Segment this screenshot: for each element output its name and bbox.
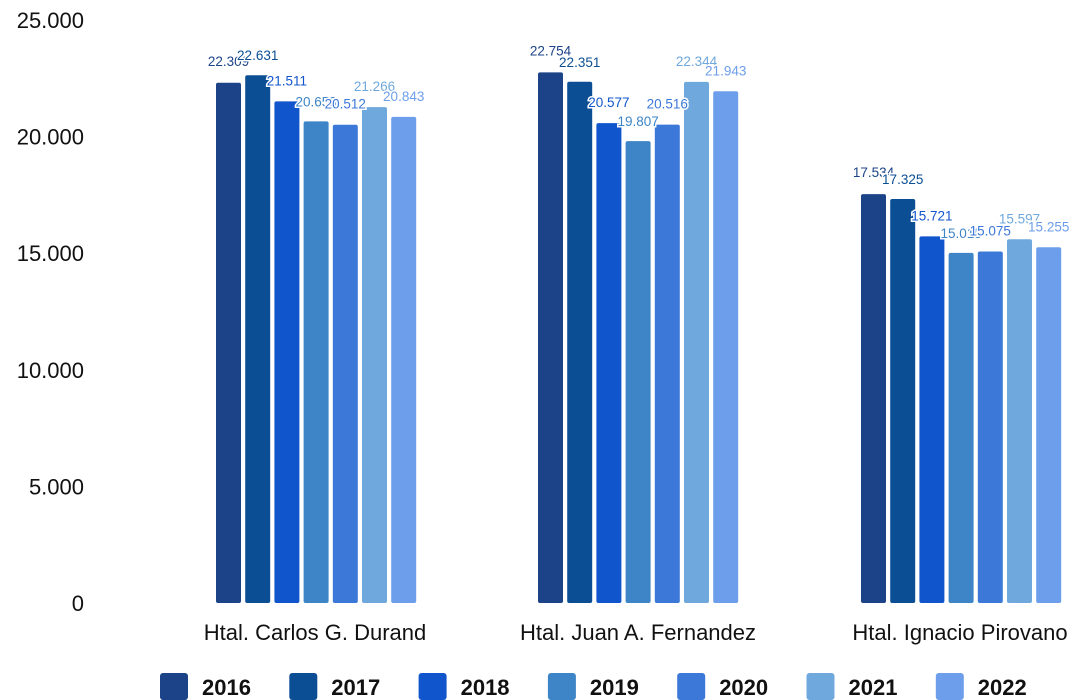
bar-2016-2: [538, 72, 563, 603]
bar-2022-2: [713, 91, 739, 604]
legend-label: 2017: [331, 675, 380, 700]
y-axis: 0 5.000 10.000 15.000 20.000 25.000: [17, 8, 84, 616]
y-tick-label: 25.000: [17, 8, 84, 33]
legend-item-2020[interactable]: 2020: [677, 673, 768, 700]
data-label: 20.512: [325, 97, 366, 112]
data-label: 17.534: [853, 165, 895, 180]
legend-swatch: [935, 673, 964, 700]
legend-swatch: [547, 673, 576, 700]
legend-item-2019[interactable]: 2019: [547, 673, 639, 700]
bar-2018-2: [596, 123, 622, 603]
y-tick-label: 5.000: [29, 474, 84, 499]
data-label: 22.754: [530, 43, 572, 58]
data-label: 15.255: [1028, 219, 1069, 234]
legend-swatch: [806, 673, 835, 700]
legend-label: 2018: [461, 675, 510, 700]
data-label: 22.351: [559, 55, 600, 70]
data-label: 22.631: [237, 48, 278, 63]
bar-2018-3: [919, 236, 945, 603]
data-label: 15.015: [940, 226, 981, 241]
bar-2020-3: [977, 251, 1003, 603]
legend-label: 2016: [202, 675, 251, 700]
data-label: 22.309: [208, 54, 249, 69]
bar-2019-2: [625, 141, 651, 603]
bar-2017-2: [567, 81, 593, 604]
y-tick-label: 0: [72, 591, 84, 616]
y-tick-label: 10.000: [17, 358, 84, 383]
bar-2020-2: [654, 124, 680, 603]
legend-label: 2020: [719, 675, 768, 700]
data-label: 21.511: [267, 73, 307, 88]
bar-2019-1: [303, 121, 329, 604]
data-label: 20.843: [383, 89, 424, 104]
bar-2022-1: [391, 116, 417, 604]
data-label: 21.943: [705, 63, 746, 78]
bar-2021-3: [1007, 239, 1032, 604]
legend-swatch: [289, 673, 318, 700]
legend-label: 2022: [978, 675, 1027, 700]
legend-item-2016[interactable]: 2016: [160, 673, 251, 700]
bar-2020-1: [332, 124, 358, 603]
category-label: Htal. Carlos G. Durand: [204, 620, 427, 645]
legend-swatch: [418, 673, 447, 700]
bar-2019-3: [948, 252, 974, 603]
legend-label: 2019: [590, 675, 639, 700]
legend-swatch: [160, 673, 188, 700]
y-tick-label: 15.000: [17, 241, 84, 266]
data-label: 20.653: [295, 94, 336, 109]
data-label: 20.577: [588, 95, 629, 110]
data-label: 20.516: [647, 97, 688, 112]
legend-item-2018[interactable]: 2018: [418, 673, 510, 700]
data-label: 15.075: [970, 224, 1011, 239]
legend-item-2021[interactable]: 2021: [806, 673, 898, 700]
data-label: 19.807: [617, 114, 658, 129]
data-label: 15.721: [911, 208, 952, 223]
y-tick-label: 20.000: [17, 125, 84, 150]
bar-2017-3: [890, 199, 916, 603]
category-label: Htal. Juan A. Fernandez: [520, 620, 756, 645]
bar-2017-1: [245, 75, 271, 603]
data-label: 15.597: [999, 211, 1040, 226]
bar-2018-1: [274, 101, 300, 604]
bars: [216, 72, 1062, 604]
legend-label: 2021: [849, 675, 898, 700]
legend[interactable]: 2016 2017 2018 2019 2020 2021 2022: [160, 673, 1027, 700]
bar-2016-1: [216, 82, 241, 604]
x-axis: Htal. Carlos G. Durand Htal. Juan A. Fern…: [204, 620, 1068, 645]
bar-2021-2: [684, 81, 709, 603]
legend-swatch: [677, 673, 706, 700]
bar-2016-3: [861, 194, 886, 603]
bar-2021-1: [362, 107, 387, 603]
category-label: Htal. Ignacio Pirovano: [852, 620, 1067, 645]
data-label: 17.325: [882, 172, 923, 187]
data-label: 21.266: [354, 79, 395, 94]
legend-item-2017[interactable]: 2017: [289, 673, 380, 700]
data-label: 22.344: [676, 54, 718, 69]
legend-item-2022[interactable]: 2022: [935, 673, 1027, 700]
bar-2022-3: [1036, 247, 1062, 604]
